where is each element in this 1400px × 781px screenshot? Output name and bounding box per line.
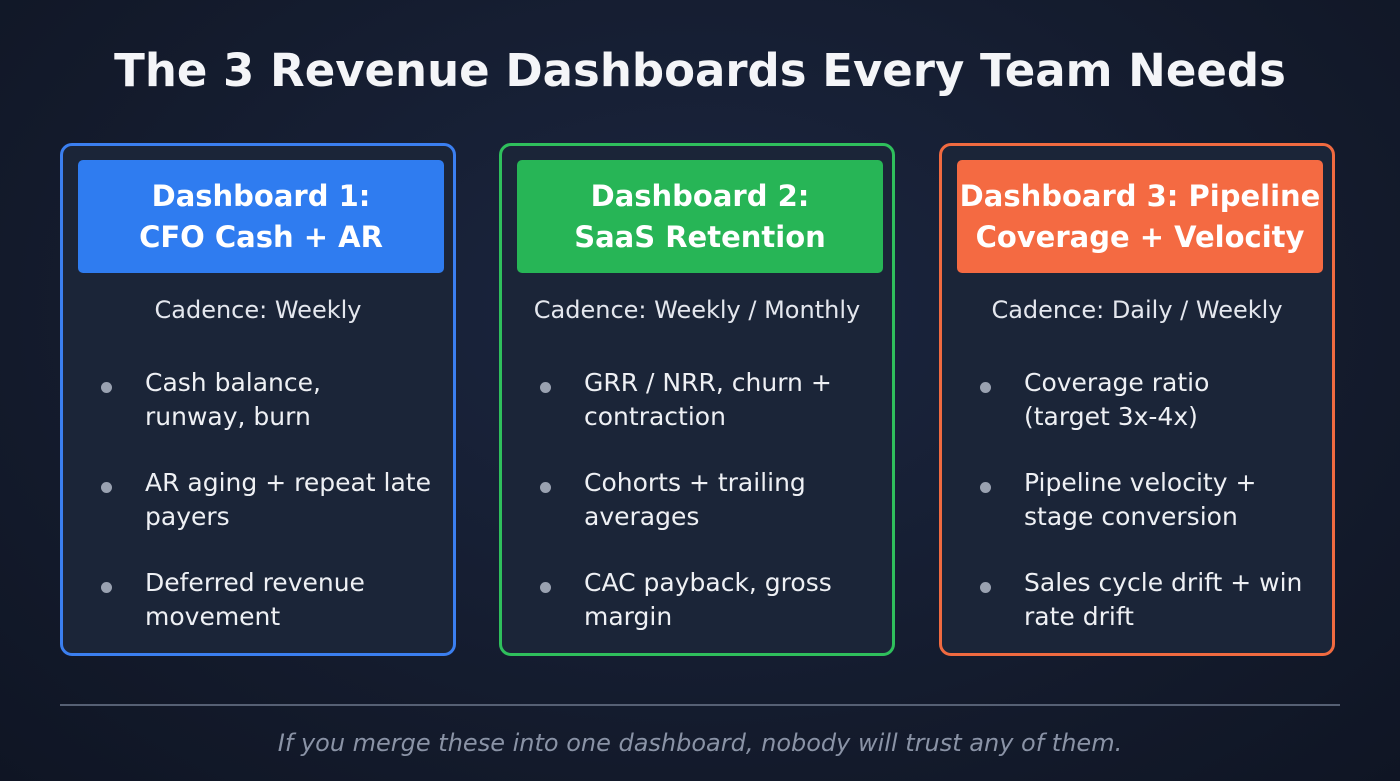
- footer: If you merge these into one dashboard, n…: [277, 729, 1123, 757]
- bullet-text: Coverage ratio (target 3x-4x): [1024, 366, 1209, 434]
- divider: [60, 704, 1340, 706]
- bullet-line: Deferred revenue: [145, 568, 365, 597]
- bullet-line: rate drift: [1024, 602, 1134, 631]
- bullet-dot: [540, 382, 551, 393]
- cadence: Cadence: Weekly: [154, 296, 362, 324]
- bullet-line: Pipeline velocity +: [1024, 468, 1257, 497]
- bullet-dot: [980, 382, 991, 393]
- bullet-text: GRR / NRR, churn + contraction: [584, 366, 832, 434]
- bullet-dot: [540, 482, 551, 493]
- bullet-dot: [980, 482, 991, 493]
- title: The 3 Revenue Dashboards Every Team Need…: [114, 44, 1286, 97]
- bullet-dot: [540, 582, 551, 593]
- bullet-text: Deferred revenue movement: [145, 566, 365, 634]
- cadence: Cadence: Weekly / Monthly: [533, 296, 861, 324]
- header-line: SaaS Retention: [574, 219, 826, 254]
- bullet-text: Pipeline velocity + stage conversion: [1024, 466, 1256, 534]
- bullet-line: margin: [584, 602, 673, 631]
- bullet-text: Sales cycle drift + win rate drift: [1024, 566, 1302, 634]
- bullet-text: Cash balance, runway, burn: [145, 366, 321, 434]
- bullet-line: Cohorts + trailing: [584, 468, 806, 497]
- bullet-line: contraction: [584, 402, 726, 431]
- bullet-dot: [101, 382, 112, 393]
- bullet-line: Cash balance,: [145, 368, 321, 397]
- bullet-text: Cohorts + trailing averages: [584, 466, 806, 534]
- bullet-line: stage conversion: [1024, 502, 1238, 531]
- card-header: Dashboard 3: Pipeline Coverage + Velocity: [957, 160, 1323, 273]
- bullet-line: Coverage ratio: [1024, 368, 1210, 397]
- header-line: Coverage + Velocity: [975, 219, 1305, 254]
- header-line: Dashboard 3: Pipeline: [959, 178, 1321, 213]
- bullet-line: movement: [145, 602, 281, 631]
- header-line: CFO Cash + AR: [139, 219, 383, 254]
- header-line: Dashboard 1:: [151, 178, 371, 213]
- header-line: Dashboard 2:: [590, 178, 810, 213]
- bullet-line: GRR / NRR, churn +: [584, 368, 832, 397]
- bullet-line: averages: [584, 502, 700, 531]
- bullet-line: AR aging + repeat late: [145, 468, 431, 497]
- cadence: Cadence: Daily / Weekly: [991, 296, 1283, 324]
- bullet-line: CAC payback, gross: [584, 568, 832, 597]
- bullet-dot: [980, 582, 991, 593]
- card: Dashboard 1: CFO Cash + AR Cadence: Weekly…: [60, 143, 456, 656]
- card: Dashboard 2: SaaS Retention Cadence: Weekl…: [499, 143, 895, 656]
- card-header: Dashboard 2: SaaS Retention: [517, 160, 883, 273]
- card: Dashboard 3: Pipeline Coverage + Velocity…: [939, 143, 1335, 656]
- bullet-line: payers: [145, 502, 230, 531]
- bullet-dot: [101, 582, 112, 593]
- bullet-line: Sales cycle drift + win: [1024, 568, 1303, 597]
- bullet-line: (target 3x-4x): [1024, 402, 1198, 431]
- bullet-dot: [101, 482, 112, 493]
- card-header: Dashboard 1: CFO Cash + AR: [78, 160, 444, 273]
- bullet-line: runway, burn: [145, 402, 311, 431]
- bullet-text: AR aging + repeat late payers: [145, 466, 431, 534]
- bullet-text: CAC payback, gross margin: [584, 566, 832, 634]
